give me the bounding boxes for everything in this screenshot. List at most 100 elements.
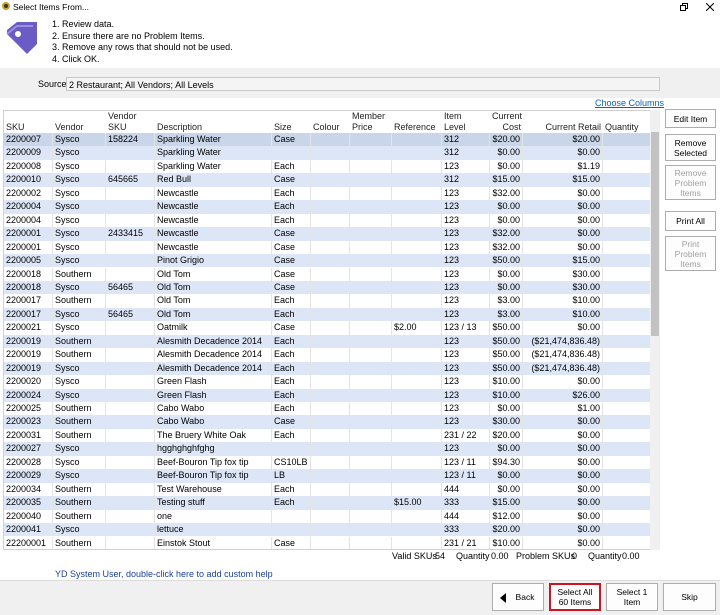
table-cell: 2433415 (106, 227, 155, 241)
table-cell (311, 348, 350, 362)
side-button[interactable]: Print All (665, 211, 716, 231)
table-cell: 2200005 (4, 254, 53, 268)
summary-value: 0.00 (491, 551, 509, 561)
help-text[interactable]: YD System User, double-click here to add… (55, 569, 273, 579)
table-cell: Each (272, 361, 311, 376)
table-row: 2200001 Sysco 2433415 Newcastle Case 123 $32.0… (4, 227, 651, 241)
side-button[interactable]: Edit Item (665, 109, 716, 128)
table-cell: 123 (442, 227, 490, 241)
button-text: Items (680, 258, 701, 269)
bottom-button[interactable]: Back (492, 583, 544, 611)
table-cell (350, 133, 392, 147)
table-row: 2200001 Sysco Newcastle Case 123 $32.00 $0.00 (4, 240, 651, 255)
table-cell (603, 455, 651, 470)
column-header: Vendor SKU (106, 111, 155, 133)
side-button[interactable]: Print Problem Items (665, 236, 716, 271)
table-cell (311, 227, 350, 241)
table-cell (272, 509, 311, 524)
table-cell: $0.00 (490, 469, 523, 483)
button-text: Select All (557, 587, 593, 597)
button-text: Problem (674, 177, 707, 188)
table-cell (311, 536, 350, 549)
table-cell: 2200027 (4, 442, 53, 456)
table-cell (392, 186, 442, 201)
header-text: Cost (502, 122, 521, 132)
table-cell: 2200021 (4, 321, 53, 335)
table-cell (603, 294, 651, 308)
table-cell: one (155, 509, 272, 524)
scroll-thumb[interactable] (651, 132, 659, 336)
table-cell (603, 402, 651, 416)
table-cell: Case (272, 173, 311, 187)
table-cell (603, 388, 651, 402)
table-cell: 312 (442, 173, 490, 187)
table-cell: Newcastle (155, 227, 272, 241)
button-text: Items (680, 187, 701, 198)
table-cell: 2200002 (4, 186, 53, 201)
table-cell: 2200023 (4, 415, 53, 429)
table-row: 2200004 Sysco Newcastle Each 123 $0.00 $0.00 (4, 213, 651, 228)
table-cell: 2200007 (4, 133, 53, 147)
table-cell: LB (272, 469, 311, 483)
header-text: Reference (394, 122, 436, 132)
table-cell: 123 (442, 267, 490, 281)
scrollbar[interactable] (650, 110, 660, 550)
table-cell: 123 (442, 159, 490, 174)
close-button[interactable] (706, 3, 714, 11)
side-button[interactable]: Remove Selected (665, 134, 716, 161)
bottom-button[interactable]: Skip (663, 583, 716, 611)
table-cell: 2200019 (4, 348, 53, 362)
table-cell: $20.00 (490, 523, 523, 537)
table-cell: Sysco (53, 227, 106, 241)
table-cell (311, 146, 350, 160)
table-cell: Each (272, 294, 311, 308)
table-cell (106, 415, 155, 429)
table-cell: 123 (442, 334, 490, 349)
table-cell: 2200018 (4, 267, 53, 281)
table-cell (311, 321, 350, 335)
table-cell: 2200041 (4, 523, 53, 537)
table-cell (106, 455, 155, 470)
table-cell: $10.00 (490, 536, 523, 549)
table-cell: 2200001 (4, 240, 53, 255)
table-cell: ($21,474,836.48) (523, 361, 603, 376)
table-cell (350, 227, 392, 241)
table-cell (350, 307, 392, 322)
table-cell: 123 (442, 213, 490, 228)
table-cell (311, 361, 350, 376)
table-cell: Sysco (53, 442, 106, 456)
table-cell (603, 280, 651, 295)
table-cell: Old Tom (155, 294, 272, 308)
table-cell (106, 254, 155, 268)
restore-button[interactable] (680, 3, 688, 11)
table-cell: Each (272, 213, 311, 228)
table-cell (350, 361, 392, 376)
table-cell (392, 375, 442, 389)
instruction-line: 2. Ensure there are no Problem Items. (52, 30, 205, 41)
table-cell: $0.00 (523, 240, 603, 255)
choose-columns-link[interactable]: Choose Columns (595, 98, 665, 108)
table-cell: Sysco (53, 280, 106, 295)
table-cell (272, 442, 311, 456)
table-cell (106, 200, 155, 214)
header-text: Size (274, 122, 292, 132)
bottom-button[interactable]: Select All 60 Items (549, 583, 601, 611)
table-cell (392, 482, 442, 497)
table-cell: 333 (442, 496, 490, 510)
table-row: 2200018 Southern Old Tom Case 123 $0.00 $30.00 (4, 267, 651, 281)
table-cell (603, 254, 651, 268)
table-cell (350, 240, 392, 255)
table-cell: 2200040 (4, 509, 53, 524)
bottom-button[interactable]: Select 1 Item (606, 583, 658, 611)
table-cell: Sysco (53, 523, 106, 537)
table-cell (603, 361, 651, 376)
table-cell: Each (272, 428, 311, 443)
side-button[interactable]: Remove Problem Items (665, 165, 716, 200)
table-cell (392, 307, 442, 322)
table-cell (603, 321, 651, 335)
table-cell: Newcastle (155, 240, 272, 255)
table-cell (603, 469, 651, 483)
table-row: 2200035 Southern Testing stuff Each $15.00 33… (4, 496, 651, 510)
table-cell (603, 415, 651, 429)
table-cell (311, 496, 350, 510)
